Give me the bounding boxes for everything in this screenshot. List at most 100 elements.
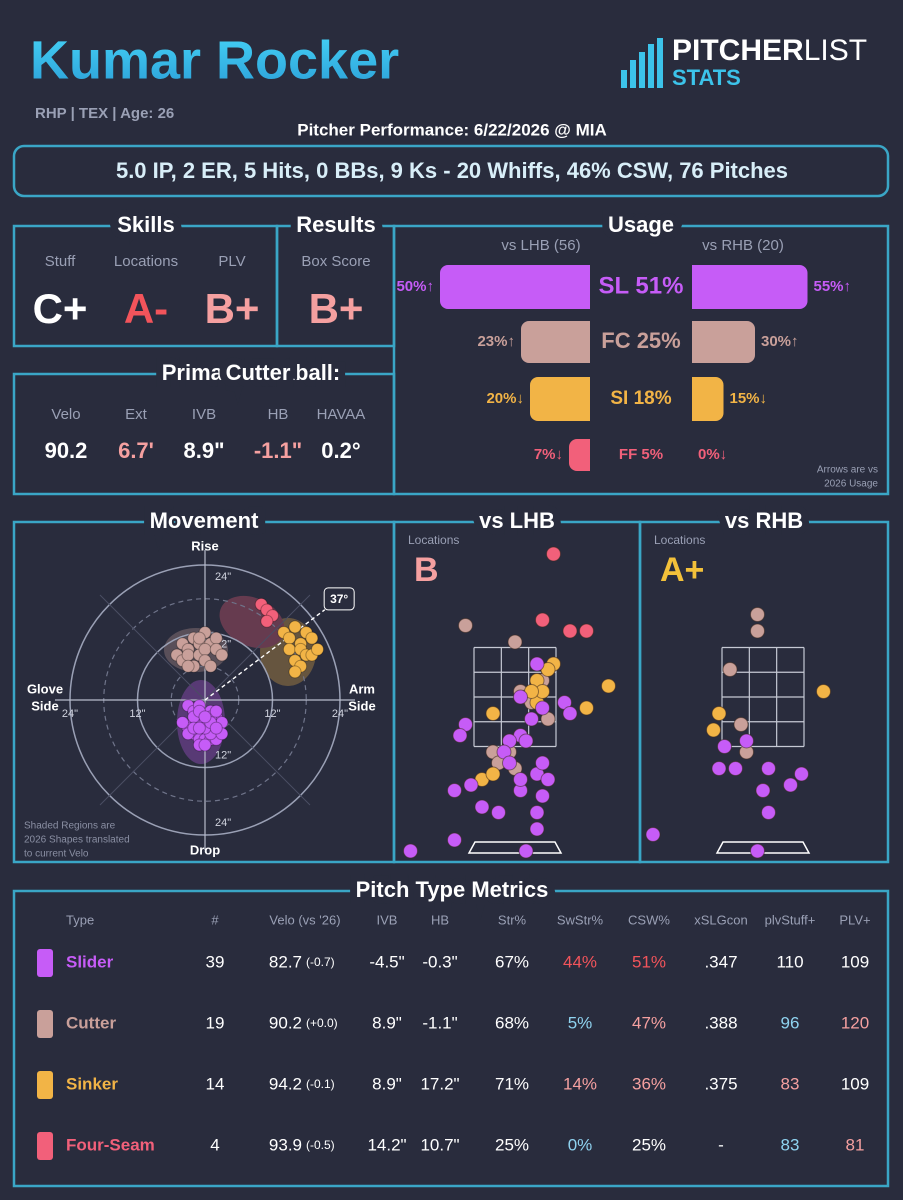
pitch-location bbox=[733, 717, 749, 732]
panel-title: Movement bbox=[150, 508, 259, 533]
pitch-location bbox=[717, 739, 732, 754]
pitch-location bbox=[529, 656, 545, 672]
column-header: HB bbox=[431, 912, 449, 927]
point bbox=[181, 659, 195, 673]
pitch-location bbox=[458, 618, 473, 633]
bar bbox=[692, 265, 808, 309]
panel-title: vs LHB bbox=[479, 508, 555, 533]
column-header: Type bbox=[66, 912, 94, 927]
table-cell: 25% bbox=[495, 1135, 529, 1154]
x-tick-label: 24" bbox=[62, 708, 78, 720]
pitch-location bbox=[794, 766, 809, 782]
pitch-location bbox=[485, 706, 501, 721]
table-cell: -4.5" bbox=[369, 952, 404, 971]
note: Arrows are vs bbox=[817, 465, 878, 476]
table-cell: 8.9" bbox=[372, 1013, 402, 1032]
point bbox=[288, 665, 302, 679]
pitch-location bbox=[452, 728, 468, 743]
table-cell: 10.7" bbox=[420, 1135, 459, 1154]
pitch-swatch bbox=[37, 1010, 53, 1038]
pitch-location bbox=[601, 678, 616, 694]
pitch-swatch bbox=[37, 1071, 53, 1099]
table-cell: .347 bbox=[704, 952, 737, 971]
point bbox=[282, 631, 296, 645]
table-cell: 109 bbox=[841, 1074, 869, 1093]
table-cell: 83 bbox=[781, 1135, 800, 1154]
legend-label: vs LHB (56) bbox=[501, 237, 580, 254]
axis-label: Arm bbox=[349, 681, 375, 696]
logo-part: PITCHER bbox=[672, 34, 804, 67]
metric-value: 90.2 bbox=[45, 438, 88, 463]
pitch-location bbox=[739, 733, 754, 749]
rhb-panel bbox=[638, 520, 890, 864]
pitch-location bbox=[535, 612, 550, 628]
point bbox=[215, 648, 229, 662]
table-cell: 68% bbox=[495, 1013, 529, 1032]
value-label: 0%↓ bbox=[698, 446, 727, 463]
chart-layer: Stuff C+ Locations A- PLV B+ Box Score B+ Velo 90… bbox=[24, 237, 878, 1160]
point bbox=[192, 721, 206, 735]
pitch-location bbox=[447, 832, 462, 848]
panel-title: Pitch Type Metrics bbox=[356, 877, 549, 902]
x-tick-label: 24" bbox=[332, 708, 348, 720]
pitch-location bbox=[518, 733, 534, 749]
pitch-name: Slider bbox=[66, 952, 114, 971]
y-tick-label: 24" bbox=[215, 571, 231, 583]
axis-label: Drop bbox=[190, 842, 220, 857]
note: 2026 Usage bbox=[824, 479, 878, 490]
fastball-pitch: Cutter bbox=[226, 360, 291, 385]
note: 2026 Shapes translated bbox=[24, 835, 130, 846]
player-name: Kumar Rocker bbox=[30, 30, 399, 90]
skill-grade: B+ bbox=[205, 285, 260, 332]
result-grade: B+ bbox=[309, 285, 364, 332]
pitch-location bbox=[513, 772, 528, 787]
point bbox=[311, 642, 324, 656]
metric-label: Ext bbox=[125, 406, 148, 423]
table-cell: 82.7 bbox=[269, 952, 302, 971]
pitch-location bbox=[463, 777, 479, 793]
pitch-location bbox=[750, 623, 765, 639]
pitch-location bbox=[502, 755, 517, 771]
table-cell: 25% bbox=[632, 1135, 666, 1154]
legend-label: vs RHB (20) bbox=[702, 237, 784, 254]
pitch-location bbox=[761, 805, 776, 820]
table-cell: 36% bbox=[632, 1074, 666, 1093]
skill-grade: A- bbox=[124, 285, 168, 332]
metric-value: 0.2° bbox=[321, 438, 360, 463]
table-cell: 83 bbox=[781, 1074, 800, 1093]
pitch-location bbox=[546, 546, 561, 562]
pitch-location bbox=[529, 821, 545, 837]
value-label: 20%↓ bbox=[486, 390, 524, 407]
bar bbox=[692, 377, 724, 421]
column-header: CSW% bbox=[628, 912, 670, 927]
point bbox=[209, 704, 223, 718]
pitch-location bbox=[750, 607, 765, 622]
value-label: 30%↑ bbox=[761, 333, 799, 350]
table-cell: (+0.0) bbox=[306, 1016, 338, 1030]
pitch-location bbox=[755, 783, 771, 798]
pitch-location bbox=[507, 634, 523, 650]
pitch-location bbox=[562, 706, 578, 721]
category-label: SI 18% bbox=[610, 388, 671, 409]
column-header: plvStuff+ bbox=[765, 912, 816, 927]
pitch-location bbox=[711, 706, 727, 721]
pitch-location bbox=[485, 766, 501, 782]
table-cell: 94.2 bbox=[269, 1074, 302, 1093]
pitch-name: Cutter bbox=[66, 1013, 116, 1032]
value-label: 7%↓ bbox=[534, 446, 563, 463]
bar bbox=[692, 321, 755, 363]
point bbox=[192, 631, 206, 645]
table-cell: 67% bbox=[495, 952, 529, 971]
table-cell: 110 bbox=[776, 952, 803, 971]
table-cell: 47% bbox=[632, 1013, 666, 1032]
category-label: FF 5% bbox=[619, 446, 663, 463]
pitch-location bbox=[474, 799, 490, 815]
logo-sub: STATS bbox=[672, 65, 741, 90]
table-cell: 4 bbox=[210, 1135, 219, 1154]
skill-grade: C+ bbox=[33, 285, 88, 332]
column-header: xSLGcon bbox=[694, 912, 747, 927]
note: Shaded Regions are bbox=[24, 821, 116, 832]
table-cell: 39 bbox=[206, 952, 225, 971]
